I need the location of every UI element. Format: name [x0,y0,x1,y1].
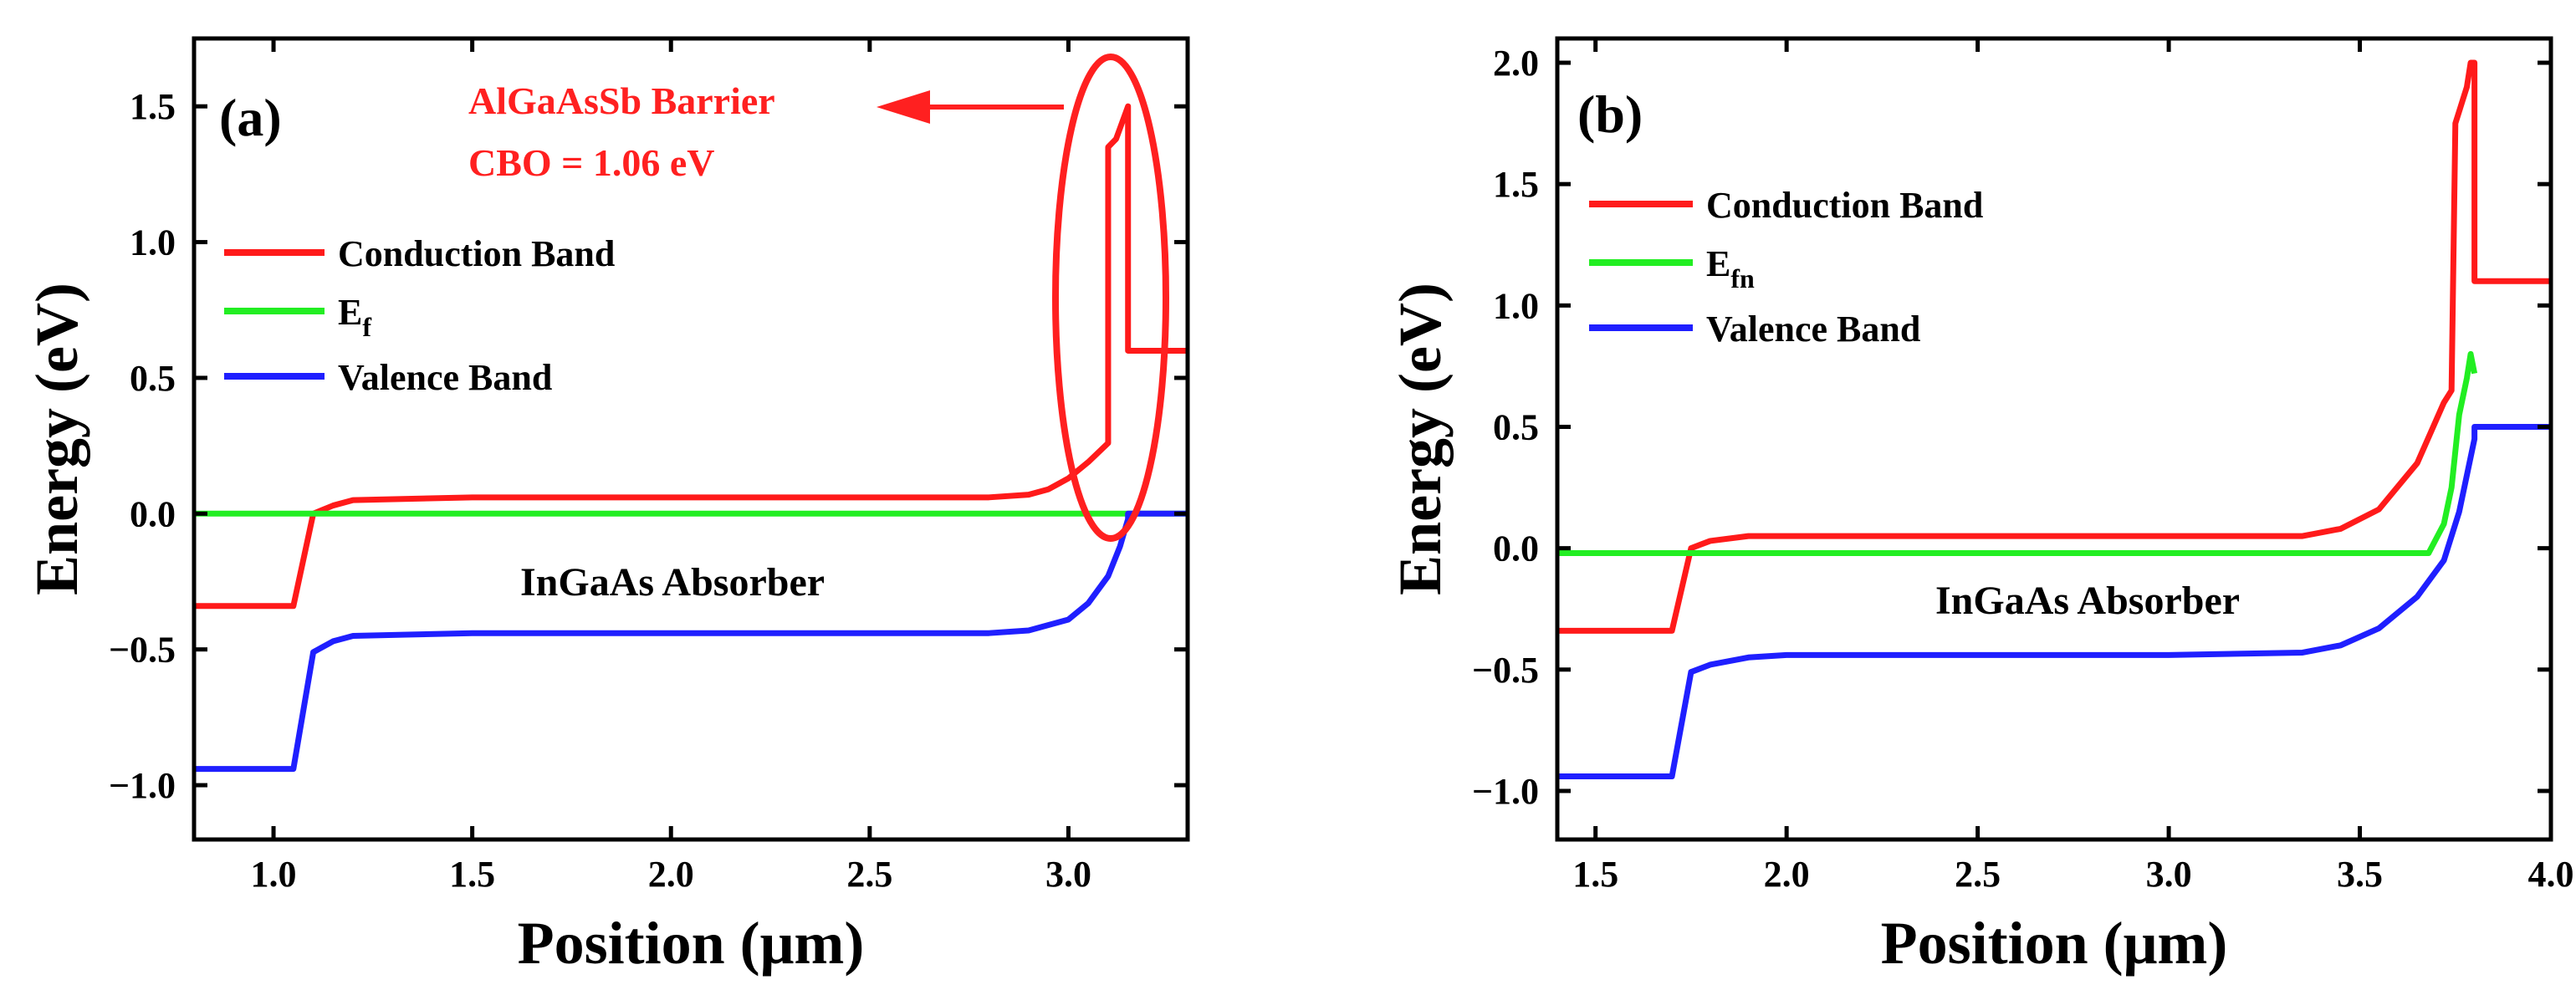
panel-a-legend-conduction-label: Conduction Band [338,233,615,274]
panel-b-x-tick-label: 3.5 [2337,854,2383,895]
panel-b-x-tick-label: 3.0 [2146,854,2192,895]
panel-a-series-conduction-line [194,103,1188,610]
panel-a-absorber-annotation: InGaAs Absorber [520,560,825,605]
panel-a-x-tick-label: 1.5 [449,854,495,895]
panel-a-x-tick-label: 2.5 [846,854,892,895]
panel-b-y-tick-label: −1.0 [1472,771,1539,812]
panel-a-barrier-label: AlGaAsSb Barrier [468,79,775,122]
panel-a-x-tick-label: 3.0 [1045,854,1091,895]
panel-a-plot-frame [192,36,1190,842]
panel-a-y-tick-label: −0.5 [109,630,176,671]
panel-b-x-tick-label: 2.0 [1764,854,1810,895]
panel-a-cbo-label: CBO = 1.06 eV [468,141,715,184]
panel-a-y-tick-label: −1.0 [109,765,176,806]
panel-b-series-fermi-line [1557,350,2478,556]
panel-b-y-tick-label: 1.5 [1493,164,1539,205]
panel-b-legend-conduction-label: Conduction Band [1706,185,1983,226]
panel-a-x-tick-label: 2.0 [648,854,694,895]
panel-a-legend-fermi-label: Ef [338,292,371,342]
panel-b-y-tick-label: 0.5 [1493,406,1539,447]
panel-b-series [1557,59,2551,780]
panel-b-x-axis-title: Position (μm) [1881,910,2228,977]
panel-a-y-tick-label: 1.5 [130,86,176,127]
panel-a-y-axis-title: Energy (eV) [23,283,90,595]
panel-a-ticks: 1.0 1.5 2.0 2.5 3.0 −1.0 −0.5 0.0 0.5 1.0 1.5 [109,38,1188,895]
panel-a-series-valence-line [194,510,1188,773]
panel-b-y-tick-label: 1.0 [1493,285,1539,326]
panel-a-x-tick-label: 1.0 [251,854,297,895]
panel-a-y-tick-label: 0.5 [130,358,176,399]
panel-a-barrier-annotation: AlGaAsSb Barrier CBO = 1.06 eV [468,54,1169,542]
panel-b-y-axis-title: Energy (eV) [1387,283,1454,595]
panel-b-series-valence-line [1557,423,2551,780]
panel-b-legend-valence-label: Valence Band [1706,309,1920,350]
panel-a-chart: 1.0 1.5 2.0 2.5 3.0−1.0−0.50.00.51.01.5 (a) … [23,36,1190,977]
panel-a-legend: Conduction Band Ef Valence Band [224,233,615,398]
panel-a-legend-valence-label: Valence Band [338,357,552,398]
panel-b-legend: Conduction Band Efn Valence Band [1589,185,1983,350]
panel-b-series-conduction-line [1557,59,2551,634]
panel-a-label: (a) [219,88,282,147]
panel-b-plot-frame [1555,36,2553,842]
panel-b-y-tick-label: 0.0 [1493,528,1539,569]
panel-a-x-axis-title: Position (μm) [518,910,865,977]
panel-b-x-tick-label: 2.5 [1955,854,2001,895]
panel-a-barrier-ellipse [1052,54,1169,542]
panel-b-y-tick-label: 2.0 [1493,43,1539,84]
panel-b-chart: 1.5 2.0 2.5 3.0 3.5 4.0 −1.0 −0.5 0.0 0.5 1.0 1.5 2.… [1387,36,2574,977]
panel-b-x-tick-label: 1.5 [1572,854,1618,895]
panel-b-label: (b) [1577,84,1643,144]
panel-a-y-tick-label: 0.0 [130,493,176,534]
panel-b-legend-fermi-label: Efn [1706,243,1755,293]
panel-a-barrier-arrowhead [877,90,930,124]
panel-b-x-tick-label: 4.0 [2528,854,2574,895]
panel-b-ticks: 1.5 2.0 2.5 3.0 3.5 4.0 −1.0 −0.5 0.0 0.5 1.0 1.5 2.… [1472,38,2574,895]
panel-a-y-tick-label: 1.0 [130,222,176,263]
panel-b-y-tick-label: −0.5 [1472,650,1539,691]
panel-a-series [194,103,1188,773]
panel-b-absorber-annotation: InGaAs Absorber [1935,579,2240,623]
